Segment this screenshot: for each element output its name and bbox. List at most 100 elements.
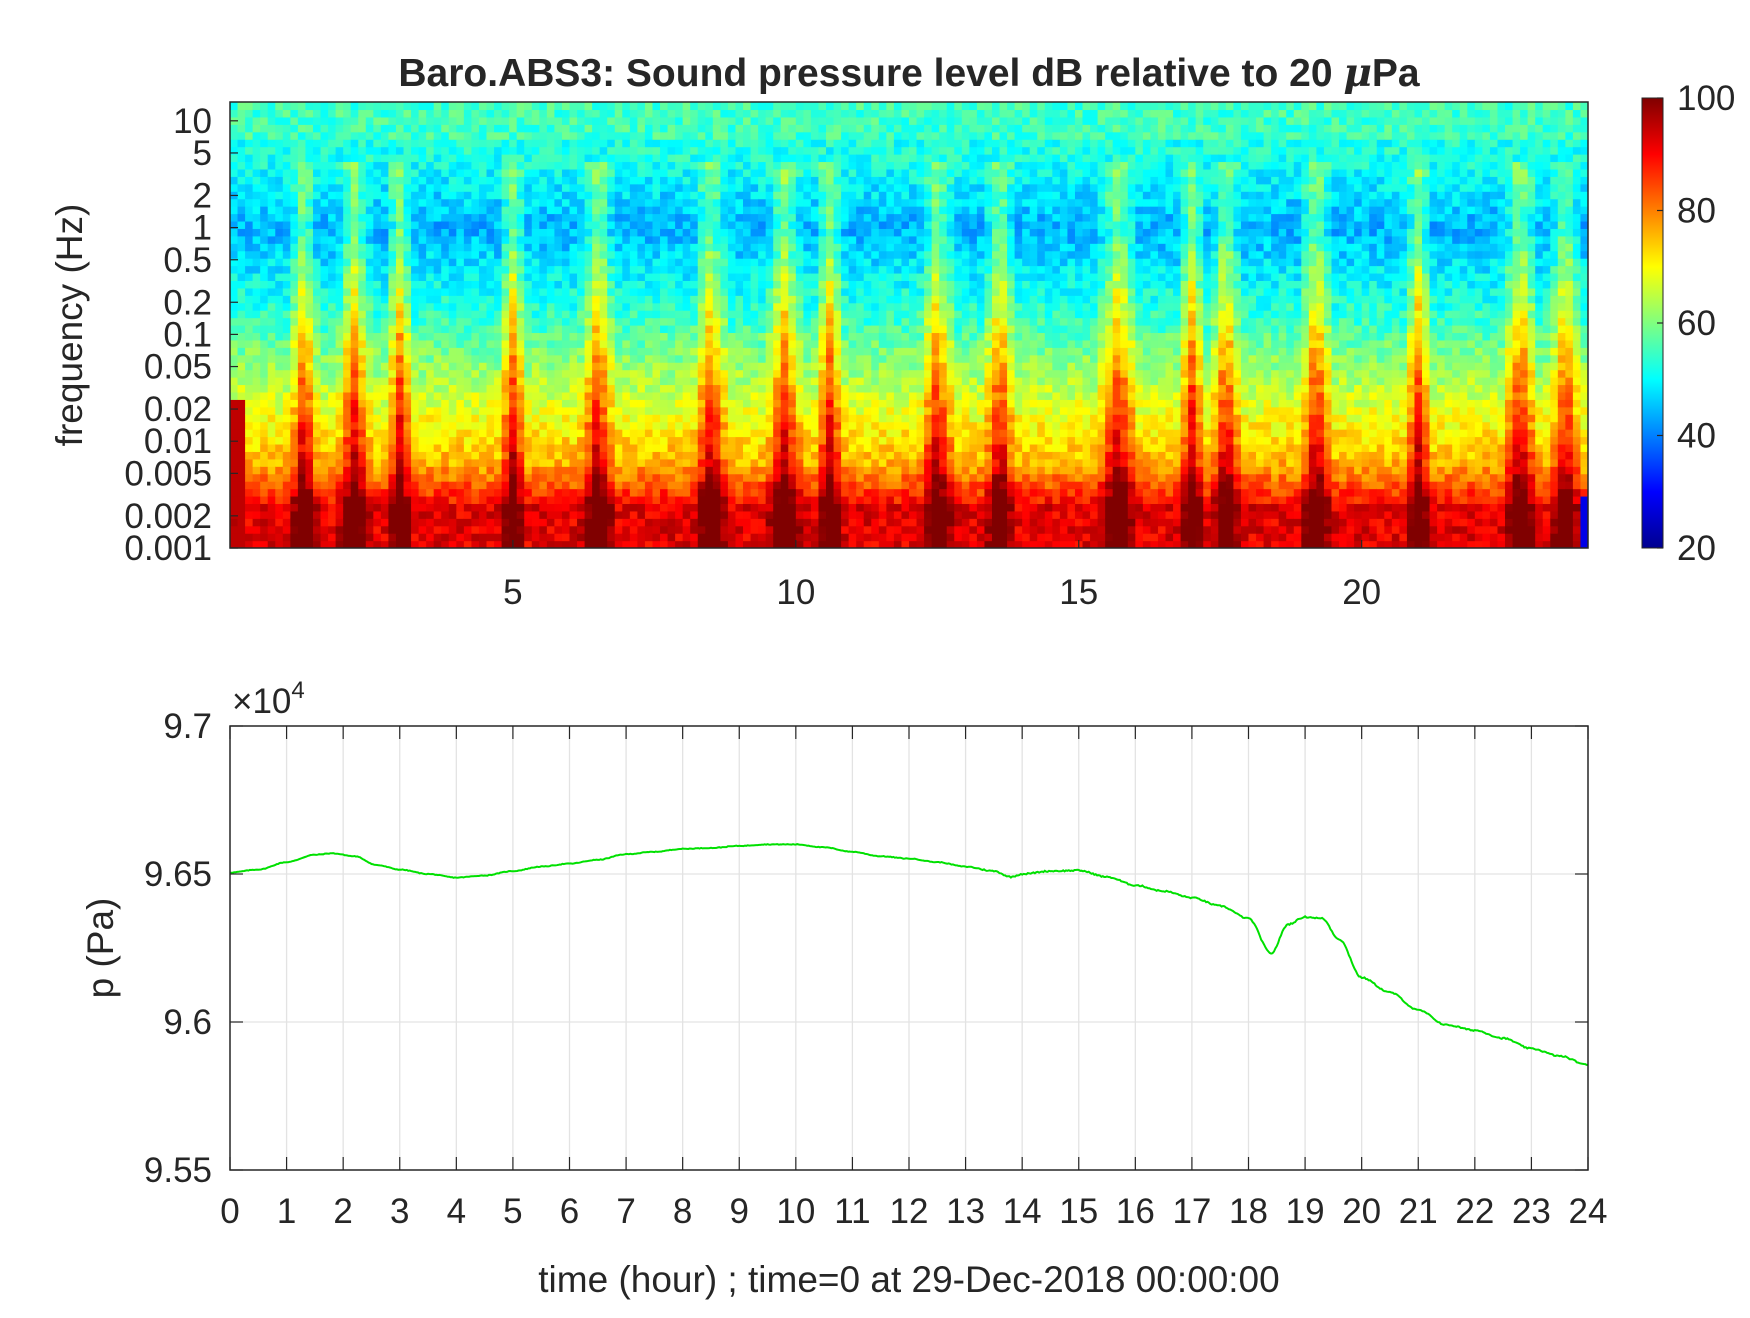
spectrogram-cell xyxy=(622,139,631,148)
spectrogram-cell xyxy=(267,109,276,118)
spectrogram-cell xyxy=(478,339,488,348)
spectrogram-cell xyxy=(433,287,442,296)
spectrogram-cell xyxy=(720,495,729,504)
spectrogram-cell xyxy=(773,198,782,207)
spectrogram-cell xyxy=(720,191,729,200)
spectrogram-cell xyxy=(411,139,420,148)
spectrogram-cell xyxy=(682,265,691,274)
spectrogram-cell xyxy=(637,228,646,237)
spectrogram-cell xyxy=(267,191,276,200)
spectrogram-cell xyxy=(584,369,593,378)
spectrogram-cell xyxy=(614,377,623,386)
spectrogram-cell xyxy=(252,533,261,542)
spectrogram-cell xyxy=(599,220,608,229)
spectrogram-cell xyxy=(735,124,744,133)
spectrogram-cell xyxy=(833,384,842,393)
spectrogram-cell xyxy=(592,347,601,356)
spectrogram-cell xyxy=(856,473,865,482)
spectrogram-cell xyxy=(275,503,284,512)
spectrogram-cell xyxy=(441,109,450,118)
spectrogram-cell xyxy=(818,168,827,177)
spectrogram-cell xyxy=(328,146,337,155)
spectrogram-cell xyxy=(697,325,706,334)
spectrogram-cell xyxy=(509,124,518,133)
spectrogram-cell xyxy=(448,139,457,148)
spectrogram-cell xyxy=(743,495,752,504)
spectrogram-cell xyxy=(343,391,352,400)
spectrogram-cell xyxy=(252,265,261,274)
spectrogram-cell xyxy=(577,258,586,267)
spectrogram-cell xyxy=(750,310,759,319)
spectrogram-cell xyxy=(780,176,789,185)
spectrogram-cell xyxy=(524,310,533,319)
spectrogram-cell xyxy=(614,258,623,267)
spectrogram-cell xyxy=(841,168,850,177)
spectrogram-cell xyxy=(712,191,721,200)
spectrogram-cell xyxy=(350,391,359,400)
spectrogram-cell xyxy=(441,116,450,125)
spectrogram-cell xyxy=(765,235,774,244)
spectrogram-cell xyxy=(267,533,276,542)
spectrogram-cell xyxy=(539,377,548,386)
spectrogram-cell xyxy=(388,488,397,497)
spectrogram-cell xyxy=(463,176,473,185)
spectrogram-cell xyxy=(569,362,578,371)
spectrogram-cell xyxy=(795,451,804,460)
spectrogram-cell xyxy=(478,124,488,133)
spectrogram-cell xyxy=(516,481,525,490)
spectrogram-cell xyxy=(652,116,661,125)
spectrogram-cell xyxy=(433,154,442,163)
spectrogram-cell xyxy=(486,369,495,378)
spectrogram-cell xyxy=(660,235,669,244)
spectrogram-cell xyxy=(305,310,314,319)
spectrogram-cell xyxy=(297,391,307,400)
spectrogram-cell xyxy=(441,391,450,400)
spectrogram-cell xyxy=(765,391,774,400)
spectrogram-cell xyxy=(622,176,631,185)
spectrogram-cell xyxy=(365,451,374,460)
spectrogram-cell xyxy=(682,473,691,482)
spectrogram-cell xyxy=(252,258,261,267)
spectrogram-cell xyxy=(614,339,623,348)
spectrogram-cell xyxy=(592,250,601,259)
spectrogram-cell xyxy=(690,310,699,319)
spectrogram-cell xyxy=(614,406,623,415)
spectrogram-cell xyxy=(841,495,850,504)
spectrogram-cell xyxy=(758,272,767,281)
spectrogram-cell xyxy=(644,443,654,452)
spectrogram-cell xyxy=(818,272,827,281)
spectrogram-cell xyxy=(629,258,638,267)
spectrogram-cell xyxy=(599,406,608,415)
spectrogram-cell xyxy=(433,220,442,229)
spectrogram-cell xyxy=(494,332,503,341)
spectrogram-cell xyxy=(260,384,269,393)
spectrogram-cell xyxy=(509,354,518,363)
spectrogram-cell xyxy=(320,168,329,177)
spectrogram-cell xyxy=(584,443,593,452)
spectrogram-cell xyxy=(826,458,835,467)
spectrogram-cell xyxy=(350,503,359,512)
spectrogram-cell xyxy=(524,451,533,460)
spectrogram-cell xyxy=(343,399,352,408)
spectrogram-cell xyxy=(411,458,420,467)
spectrogram-cell xyxy=(675,362,684,371)
spectrogram-cell xyxy=(675,250,684,259)
spectrogram-cell xyxy=(675,332,684,341)
spectrogram-cell xyxy=(569,102,578,111)
spectrogram-cell xyxy=(622,406,631,415)
spectrogram-cell xyxy=(501,139,510,148)
spectrogram-cell xyxy=(509,265,518,274)
spectrogram-cell xyxy=(471,235,480,244)
spectrogram-cell xyxy=(735,518,744,527)
spectrogram-cell xyxy=(433,473,442,482)
spectrogram-cell xyxy=(539,139,548,148)
spectrogram-cell xyxy=(418,191,427,200)
spectrogram-cell xyxy=(267,102,276,111)
spectrogram-cell xyxy=(350,295,359,304)
spectrogram-cell xyxy=(486,451,495,460)
spectrogram-cell xyxy=(546,213,556,222)
spectrogram-cell xyxy=(320,139,329,148)
spectrogram-cell xyxy=(260,325,269,334)
spectrogram-cell xyxy=(848,399,857,408)
spectrogram-cell xyxy=(727,473,737,482)
